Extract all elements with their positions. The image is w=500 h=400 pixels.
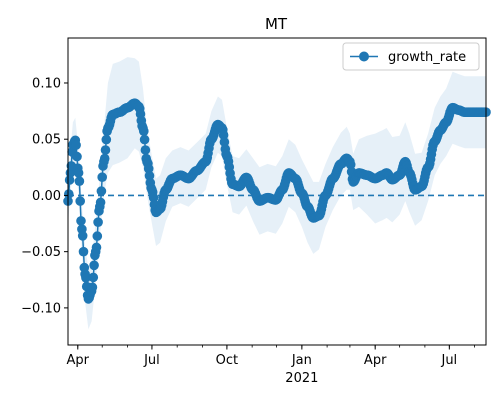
legend-marker-sample: [359, 51, 369, 62]
legend: growth_rate: [342, 42, 480, 71]
plot-frame: [67, 37, 487, 346]
growth-rate-point: [92, 231, 103, 241]
growth-rate-point: [139, 126, 149, 136]
growth-rate-point: [81, 273, 91, 283]
growth-rate-point: [218, 130, 229, 140]
growth-rate-point: [76, 216, 86, 226]
growth-rate-point: [96, 186, 107, 196]
growth-rate-point: [89, 260, 99, 271]
y-tick-label: −0.05: [21, 245, 61, 260]
growth-rate-point: [144, 171, 155, 181]
growth-rate-point: [87, 282, 98, 293]
x-tick-label: Jul: [440, 353, 457, 368]
growth-rate-point: [64, 175, 75, 185]
growth-rate-point: [140, 145, 151, 155]
x-tick-label: Oct: [216, 353, 238, 368]
growth-rate-point: [78, 246, 89, 257]
y-tick-label: 0.05: [32, 133, 61, 148]
x-tick-label: Apr: [364, 353, 387, 368]
growth-rate-point: [74, 176, 85, 186]
series-layer: [63, 98, 491, 304]
growth-rate-point: [88, 272, 99, 283]
growth-rate-point: [97, 172, 107, 182]
legend-label: growth_rate: [388, 50, 466, 65]
growth-rate-point: [91, 242, 102, 253]
x-tick-label: Jul: [143, 353, 160, 368]
growth-rate-point: [64, 189, 74, 199]
growth-rate-point: [72, 151, 82, 162]
growth-rate-point: [77, 231, 88, 241]
chart-title: MT: [265, 15, 288, 33]
growth-rate-point: [99, 153, 110, 164]
growth-rate-point: [345, 159, 356, 170]
axes-layer: 0.10 0.05 0.00 −0.05 −0.10 Apr Jul Oct Jan 2021 Ap…: [21, 37, 487, 386]
growth-rate-point: [143, 163, 154, 174]
growth-rate-point: [93, 217, 103, 227]
growth-rate-point: [219, 137, 230, 147]
y-tick-label: 0.10: [32, 76, 61, 91]
x-tick-year-label: 2021: [285, 371, 318, 386]
y-tick-label: 0.00: [32, 189, 61, 204]
x-tick-label: Apr: [67, 353, 90, 368]
x-tick-label: Jan: [291, 353, 312, 368]
growth-rate-point: [75, 196, 85, 206]
y-tick-label: −0.10: [21, 301, 61, 316]
growth-rate-point: [71, 140, 81, 150]
growth-rate-point: [139, 134, 150, 145]
legend-box: [342, 42, 480, 71]
growth-rate-point: [100, 145, 111, 155]
growth-rate-point: [95, 197, 106, 208]
growth-rate-point: [73, 168, 84, 178]
growth-rate-point: [101, 134, 112, 145]
